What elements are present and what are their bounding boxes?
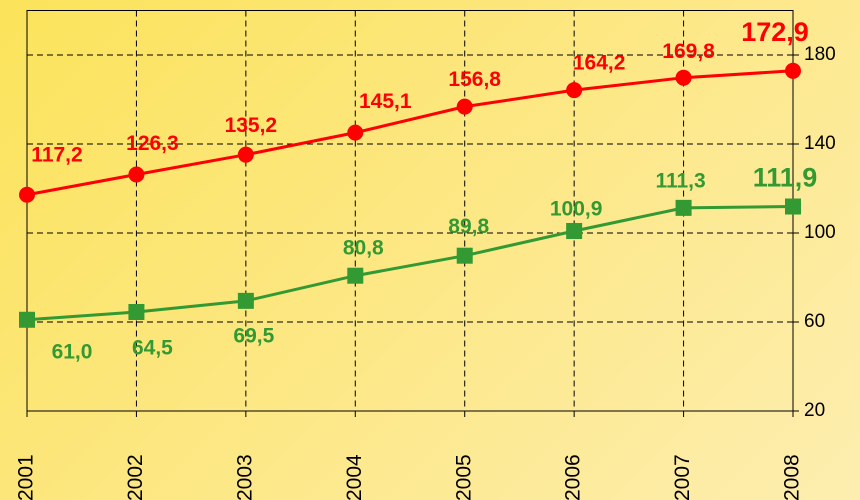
x-tick-label: 2001 bbox=[15, 454, 38, 500]
series-line bbox=[26, 205, 794, 322]
data-label: 61,0 bbox=[52, 340, 93, 363]
y-tick-label: 60 bbox=[804, 311, 825, 332]
x-tick-label: 2005 bbox=[452, 454, 475, 500]
data-label: 100,9 bbox=[550, 198, 603, 221]
data-label: 169,8 bbox=[662, 40, 715, 63]
marker bbox=[785, 62, 801, 79]
marker bbox=[785, 198, 801, 215]
marker bbox=[456, 247, 473, 264]
marker bbox=[675, 199, 692, 216]
marker bbox=[456, 98, 473, 115]
data-label: 135,2 bbox=[225, 114, 278, 137]
data-label: 156,8 bbox=[448, 68, 501, 91]
x-tick-label: 2006 bbox=[562, 454, 585, 500]
data-label: 111,3 bbox=[655, 169, 705, 192]
y-tick-label: 20 bbox=[804, 400, 825, 421]
data-label: 126,3 bbox=[126, 132, 179, 155]
marker bbox=[675, 69, 692, 86]
marker bbox=[237, 146, 254, 163]
data-label: 69,5 bbox=[233, 324, 274, 347]
x-tick-label: 2004 bbox=[343, 454, 366, 500]
marker bbox=[566, 222, 583, 239]
x-tick-label: 2007 bbox=[671, 454, 694, 500]
y-tick-label: 140 bbox=[804, 133, 836, 154]
marker bbox=[237, 292, 254, 309]
data-label: 80,8 bbox=[343, 236, 384, 259]
marker bbox=[347, 267, 364, 284]
series-line bbox=[26, 69, 794, 197]
marker bbox=[128, 166, 145, 183]
x-tick-label: 2008 bbox=[781, 454, 804, 500]
data-label: 111,9 bbox=[753, 163, 818, 193]
x-tick-label: 2003 bbox=[233, 454, 256, 500]
x-tick-label: 2002 bbox=[124, 454, 147, 500]
marker bbox=[347, 124, 364, 141]
data-label: 172,9 bbox=[741, 17, 809, 47]
data-label: 164,2 bbox=[573, 52, 626, 75]
data-label: 89,8 bbox=[448, 215, 489, 238]
data-label: 145,1 bbox=[359, 90, 412, 113]
y-tick-label: 180 bbox=[804, 44, 836, 65]
marker bbox=[128, 303, 145, 320]
data-label: 117,2 bbox=[31, 143, 82, 166]
marker bbox=[19, 186, 35, 203]
data-label: 64,5 bbox=[132, 337, 173, 360]
marker bbox=[19, 311, 35, 328]
marker bbox=[566, 82, 583, 99]
y-tick-label: 100 bbox=[804, 222, 836, 243]
